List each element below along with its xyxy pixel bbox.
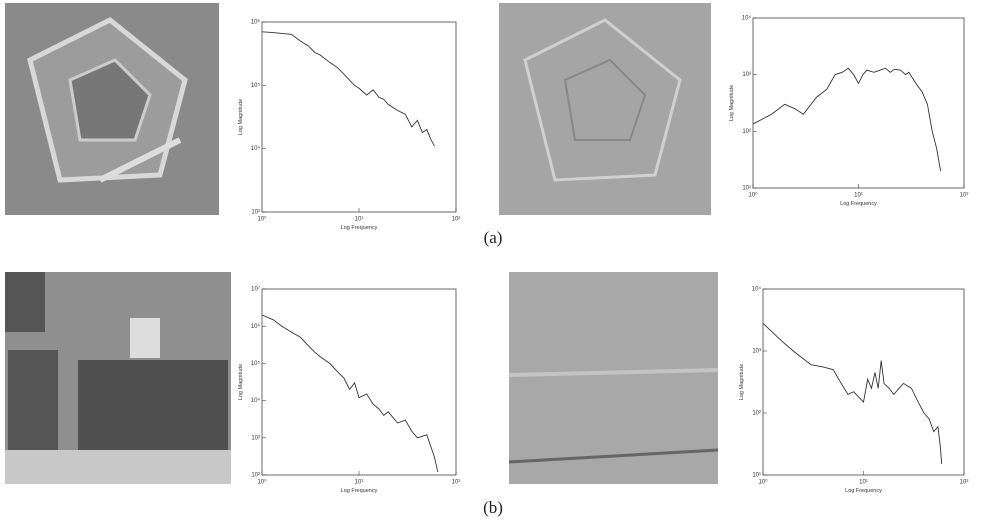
- x-tick-label: 10²: [960, 193, 969, 199]
- image-wall-filtered: [508, 272, 719, 484]
- data-line: [261, 31, 435, 147]
- x-tick-label: 10²: [960, 480, 969, 486]
- x-tick-label: 10⁰: [257, 479, 267, 486]
- x-tick-label: 10⁰: [748, 192, 758, 199]
- x-axis-label: Log Frequency: [341, 225, 378, 231]
- x-tick-label: 10¹: [355, 217, 364, 223]
- y-tick-label: 10⁵: [251, 82, 261, 89]
- y-tick-label: 10⁴: [251, 145, 261, 152]
- x-tick-label: 10¹: [854, 193, 863, 199]
- y-tick-label: 10³: [251, 435, 260, 441]
- caption: (a): [484, 228, 503, 247]
- data-line: [261, 314, 439, 473]
- y-tick-label: 10³: [742, 72, 751, 78]
- x-tick-label: 10¹: [355, 480, 364, 486]
- y-axis-label: Log Magnitude: [729, 85, 735, 121]
- y-tick-label: 10⁴: [251, 397, 261, 404]
- image-aerial-filtered: [499, 3, 711, 215]
- y-tick-label: 10³: [251, 210, 260, 216]
- caption: (b): [483, 498, 503, 517]
- y-tick-label: 10¹: [752, 473, 761, 479]
- y-tick-label: 10⁵: [251, 360, 261, 367]
- plot-frame: [752, 17, 965, 189]
- y-tick-label: 10²: [742, 129, 751, 135]
- y-tick-label: 10⁴: [742, 15, 752, 22]
- y-tick-label: 10¹: [742, 186, 751, 192]
- y-tick-label: 10⁴: [752, 286, 762, 293]
- data-line: [752, 67, 942, 172]
- y-tick-label: 10³: [752, 349, 761, 355]
- line-chart: 10⁰ 10¹ 10² 10² 10³ 10⁴ 10⁵ 10⁶ 10⁷ Log Frequency…: [238, 286, 460, 494]
- x-tick-label: 10²: [452, 217, 461, 223]
- y-axis-label: Log Magnitude: [238, 364, 244, 400]
- image-aerial: [5, 3, 219, 215]
- x-axis-label: Log Frequency: [341, 488, 378, 494]
- y-axis-label: Log Magnitude: [238, 99, 244, 135]
- x-axis-label: Log Frequency: [840, 201, 877, 207]
- y-tick-label: 10⁶: [251, 323, 261, 330]
- y-tick-label: 10²: [752, 411, 761, 417]
- y-axis-label: Log Magnitude: [739, 364, 745, 400]
- y-tick-label: 10²: [251, 473, 260, 479]
- y-tick-label: 10⁷: [251, 286, 260, 293]
- x-tick-label: 10¹: [859, 480, 868, 486]
- x-tick-label: 10⁰: [758, 479, 768, 486]
- x-tick-label: 10²: [452, 480, 461, 486]
- y-tick-label: 10⁶: [251, 19, 261, 26]
- plot-frame: [762, 288, 965, 476]
- plot-frame: [261, 21, 457, 213]
- x-tick-label: 10⁰: [257, 216, 267, 223]
- x-axis-label: Log Frequency: [845, 488, 882, 494]
- image-wall: [5, 272, 231, 484]
- data-line: [762, 322, 943, 465]
- line-chart: 10⁰ 10¹ 10² 10³ 10⁴ 10⁵ 10⁶ Log Frequency Log Ma…: [238, 19, 460, 231]
- plot-frame: [261, 288, 457, 476]
